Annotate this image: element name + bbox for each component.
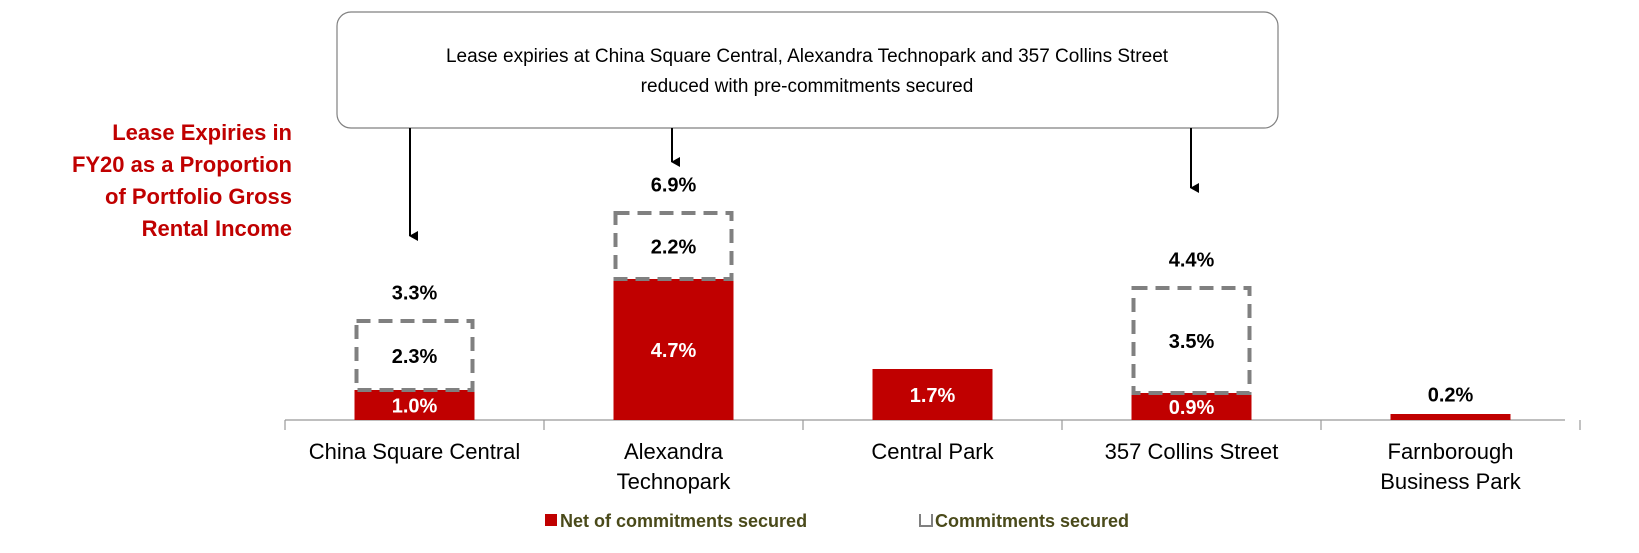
x-tick-label: 357 Collins Street — [1105, 439, 1279, 464]
chart-title: of Portfolio Gross — [105, 184, 292, 209]
legend-label: Net of commitments secured — [560, 511, 807, 531]
x-tick-label: China Square Central — [309, 439, 521, 464]
bar-segment — [613, 279, 734, 420]
bar-segment-dashed — [354, 319, 475, 392]
x-tick-label: Farnborough — [1388, 439, 1514, 464]
annotation-box — [336, 11, 1279, 129]
data-label: 2.3% — [392, 346, 438, 368]
data-label: 3.5% — [1169, 331, 1215, 353]
total-label: 3.3% — [392, 282, 438, 304]
chart-title: Rental Income — [142, 216, 292, 241]
data-label: 1.7% — [910, 385, 956, 407]
data-label: 0.2% — [1428, 384, 1474, 406]
data-label: 0.9% — [1169, 397, 1215, 419]
legend-label: Commitments secured — [935, 511, 1129, 531]
total-label: 4.4% — [1169, 249, 1215, 271]
x-tick-label: Business Park — [1380, 469, 1522, 494]
total-label: 6.9% — [651, 174, 697, 196]
annotation: reduced with pre-commitments secured — [641, 76, 974, 97]
bar-segment — [354, 390, 475, 420]
data-label: 2.2% — [651, 236, 697, 258]
data-label: 1.0% — [392, 395, 438, 417]
legend-swatch — [545, 514, 557, 526]
chart-title: FY20 as a Proportion — [72, 152, 292, 177]
bar-segment — [1131, 393, 1252, 420]
x-tick-label: Technopark — [617, 469, 732, 494]
annotation: Lease expiries at China Square Central, … — [446, 46, 1169, 67]
bar-segment — [872, 369, 993, 420]
data-label: 4.7% — [651, 340, 697, 362]
bar-segment-dashed — [613, 211, 734, 281]
x-tick-label: Alexandra — [624, 439, 724, 464]
bar-segment-dashed — [1131, 286, 1252, 395]
chart-title: Lease Expiries in — [112, 120, 292, 145]
legend-swatch — [919, 514, 933, 527]
bar-segment — [1390, 414, 1511, 420]
x-tick-label: Central Park — [871, 439, 994, 464]
